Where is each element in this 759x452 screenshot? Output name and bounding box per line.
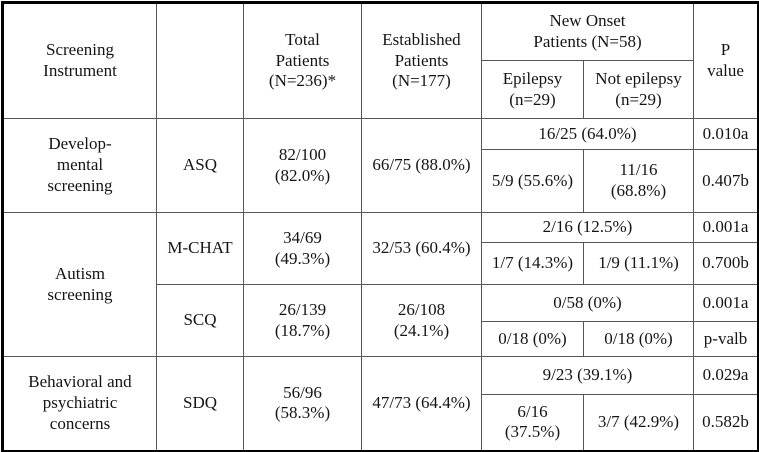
cell-autism-category: Autism screening: [2, 212, 157, 357]
row-sdq-combined: Behavioral and psychiatric concerns SDQ …: [2, 356, 759, 452]
row-scq-combined: SCQ 26/139 (18.7%) 26/108 (24.1%) 0/58 (…: [3, 284, 759, 357]
cell-developmental-category: Develop- mental screening: [2, 118, 157, 213]
cell-mchat-total: 34/69 (49.3%): [243, 212, 362, 285]
cell-asq-not-epilepsy: 11/16 (68.8%): [583, 149, 694, 213]
cell-sdq-instrument: SDQ: [156, 356, 244, 452]
cell-sdq-not-epilepsy: 3/7 (42.9%): [583, 394, 694, 452]
cell-sdq-established: 47/73 (64.4%): [361, 356, 482, 452]
header-total-patients: Total Patients (N=236)*: [243, 2, 362, 119]
header-instrument-blank: [156, 2, 244, 119]
cell-scq-epilepsy: 0/18 (0%): [481, 321, 584, 357]
cell-sdq-newonset-combined: 9/23 (39.1%): [481, 356, 694, 395]
row-sdq-split: 6/16 (37.5%) 3/7 (42.9%) 0.582b: [3, 394, 759, 452]
cell-sdq-total: 56/96 (58.3%): [243, 356, 362, 452]
cell-asq-newonset-combined: 16/25 (64.0%): [481, 118, 694, 150]
header-p-value: P value: [693, 2, 759, 119]
cell-scq-established: 26/108 (24.1%): [361, 284, 482, 357]
cell-scq-p-combined: 0.001a: [693, 284, 759, 322]
cell-mchat-epilepsy: 1/7 (14.3%): [481, 242, 584, 285]
cell-sdq-epilepsy: 6/16 (37.5%): [481, 394, 584, 452]
header-row-top: Screening Instrument Total Patients (N=2…: [2, 2, 759, 119]
cell-scq-instrument: SCQ: [156, 284, 244, 357]
cell-mchat-p-combined: 0.001a: [693, 212, 759, 243]
cell-behavioral-category: Behavioral and psychiatric concerns: [2, 356, 157, 452]
row-asq-combined: Develop- mental screening ASQ 82/100 (82…: [2, 118, 759, 213]
cell-mchat-established: 32/53 (60.4%): [361, 212, 482, 285]
header-row-sub: Epilepsy (n=29) Not epilepsy (n=29): [3, 60, 759, 119]
row-asq-split: 5/9 (55.6%) 11/16 (68.8%) 0.407b: [3, 149, 759, 213]
cell-mchat-not-epilepsy: 1/9 (11.1%): [583, 242, 694, 285]
cell-mchat-newonset-combined: 2/16 (12.5%): [481, 212, 694, 243]
cell-sdq-p-split: 0.582b: [693, 394, 759, 452]
cell-scq-not-epilepsy: 0/18 (0%): [583, 321, 694, 357]
header-epilepsy: Epilepsy (n=29): [481, 60, 584, 119]
header-screening-instrument: Screening Instrument: [2, 2, 157, 119]
cell-scq-p-split: p-valb: [693, 321, 759, 357]
header-new-onset-patients: New Onset Patients (N=58): [481, 2, 694, 61]
cell-asq-p-combined: 0.010a: [693, 118, 759, 150]
cell-asq-epilepsy: 5/9 (55.6%): [481, 149, 584, 213]
cell-mchat-instrument: M-CHAT: [156, 212, 244, 285]
cell-sdq-p-combined: 0.029a: [693, 356, 759, 395]
row-mchat-combined: Autism screening M-CHAT 34/69 (49.3%) 32…: [2, 212, 759, 357]
cell-scq-total: 26/139 (18.7%): [243, 284, 362, 357]
cell-asq-p-split: 0.407b: [693, 149, 759, 213]
cell-asq-total: 82/100 (82.0%): [243, 118, 362, 213]
cell-asq-established: 66/75 (88.0%): [361, 118, 482, 213]
cell-asq-instrument: ASQ: [156, 118, 244, 213]
cell-mchat-p-split: 0.700b: [693, 242, 759, 285]
header-established-patients: Established Patients (N=177): [361, 2, 482, 119]
cell-scq-newonset-combined: 0/58 (0%): [481, 284, 694, 322]
header-not-epilepsy: Not epilepsy (n=29): [583, 60, 694, 119]
